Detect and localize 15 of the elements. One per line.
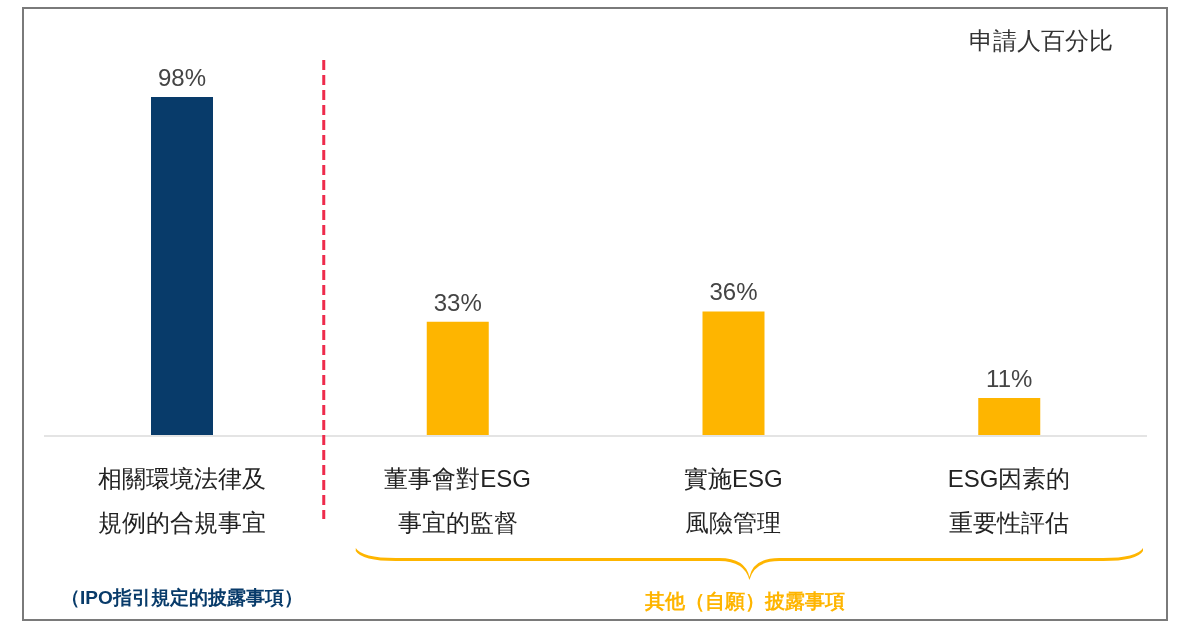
text: 其他（自願）披露事項 [644,590,846,612]
data-label: 36% [709,278,758,306]
bar [702,311,765,436]
text: （IPO指引規定的披露事項） [61,586,303,608]
data-label: 33% [433,288,482,316]
data-label: 11% [986,364,1033,392]
x-tick-label: 實施ESG風險管理 [684,464,783,536]
bar [151,96,213,436]
y-axis-title: 申請人百分比 [969,26,1113,54]
bar [978,397,1041,436]
data-label: 98% [157,63,207,91]
bar [426,321,489,436]
x-tick-label: ESG因素的重要性評估 [947,464,1071,536]
x-tick-label: 相關環境法律及規例的合規事宜 [97,464,266,536]
x-tick-label: 董事會對ESG事宜的監督 [384,464,531,536]
